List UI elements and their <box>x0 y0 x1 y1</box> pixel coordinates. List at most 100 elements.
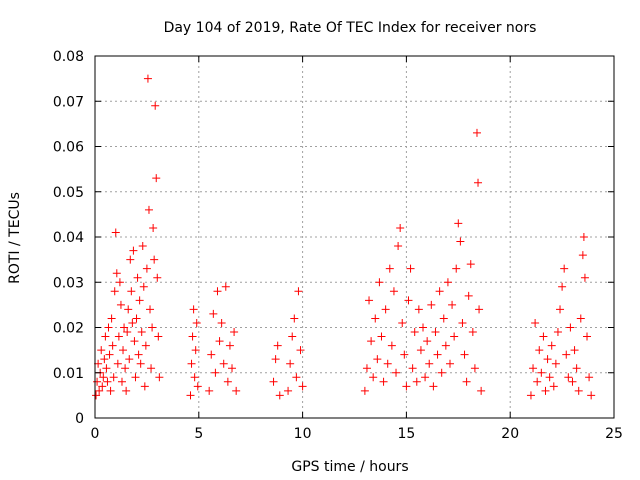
y-tick-label: 0 <box>75 411 84 427</box>
data-point <box>466 260 475 269</box>
data-point <box>209 309 218 318</box>
data-point <box>284 386 293 395</box>
data-point <box>541 386 550 395</box>
y-axis-label: ROTI / TECUs <box>7 192 23 284</box>
data-point <box>117 377 126 386</box>
data-point <box>570 346 579 355</box>
data-point <box>141 341 150 350</box>
data-point <box>106 386 115 395</box>
data-point <box>286 359 295 368</box>
data-point <box>124 305 133 314</box>
data-point <box>381 305 390 314</box>
data-point <box>146 305 155 314</box>
data-point <box>580 273 589 282</box>
data-point <box>547 341 556 350</box>
x-tick-label: 25 <box>605 426 623 442</box>
data-point <box>221 282 230 291</box>
data-point <box>114 332 123 341</box>
data-point <box>150 255 159 264</box>
data-point <box>445 359 454 368</box>
data-point <box>452 264 461 273</box>
data-point <box>379 377 388 386</box>
data-point <box>439 314 448 323</box>
data-point <box>273 341 282 350</box>
data-point <box>143 74 152 83</box>
data-point <box>275 391 284 400</box>
data-point <box>187 359 196 368</box>
y-tick-label: 0.02 <box>53 321 84 337</box>
data-point <box>120 323 129 332</box>
data-point <box>425 359 434 368</box>
x-tick-label: 20 <box>501 426 519 442</box>
data-point <box>294 287 303 296</box>
data-point <box>149 223 158 232</box>
data-point <box>232 386 241 395</box>
data-point <box>587 391 596 400</box>
data-point <box>213 287 222 296</box>
data-point <box>360 386 369 395</box>
data-point <box>271 355 280 364</box>
data-point <box>205 386 214 395</box>
data-point <box>192 318 201 327</box>
data-point <box>95 386 104 395</box>
data-point <box>292 373 301 382</box>
data-point <box>139 282 148 291</box>
data-point <box>115 278 124 287</box>
data-point <box>133 273 142 282</box>
data-point <box>130 337 139 346</box>
data-point <box>367 337 376 346</box>
data-point <box>537 368 546 377</box>
data-point <box>365 296 374 305</box>
data-point <box>560 264 569 273</box>
data-point <box>112 269 121 278</box>
data-point <box>474 178 483 187</box>
data-point <box>556 305 565 314</box>
data-point <box>585 373 594 382</box>
data-point <box>103 377 112 386</box>
data-point <box>477 386 486 395</box>
y-tick-label: 0.07 <box>53 94 84 110</box>
data-point <box>362 364 371 373</box>
data-point <box>190 373 199 382</box>
data-point <box>419 323 428 332</box>
data-point <box>186 391 195 400</box>
data-point <box>408 364 417 373</box>
data-point <box>470 364 479 373</box>
data-point <box>400 350 409 359</box>
data-point <box>543 355 552 364</box>
data-point <box>389 287 398 296</box>
data-point <box>217 318 226 327</box>
data-point <box>100 355 109 364</box>
y-tick-label: 0.06 <box>53 140 84 156</box>
data-point <box>230 328 239 337</box>
data-point <box>113 359 122 368</box>
x-tick-label: 5 <box>194 426 203 442</box>
data-point <box>568 377 577 386</box>
x-tick-label: 15 <box>397 426 415 442</box>
data-point <box>412 377 421 386</box>
data-point <box>371 314 380 323</box>
data-point <box>110 287 119 296</box>
data-point <box>406 264 415 273</box>
data-point <box>583 332 592 341</box>
data-point <box>369 373 378 382</box>
data-point <box>456 237 465 246</box>
data-point <box>228 364 237 373</box>
data-point <box>431 328 440 337</box>
data-point <box>188 332 197 341</box>
axis-ticks: 0 5 10 15 20 25 0 0.01 0.02 0.03 0.04 0.05 0.06 0.07 0… <box>53 49 623 442</box>
data-point <box>533 377 542 386</box>
data-point <box>154 332 163 341</box>
data-point <box>191 346 200 355</box>
data-point <box>562 350 571 359</box>
data-point <box>383 359 392 368</box>
data-point <box>140 382 149 391</box>
data-point <box>147 364 156 373</box>
data-point <box>402 382 411 391</box>
data-point <box>437 368 446 377</box>
data-point <box>549 382 558 391</box>
data-point <box>414 305 423 314</box>
data-point <box>404 296 413 305</box>
data-point <box>387 341 396 350</box>
data-point <box>450 332 459 341</box>
